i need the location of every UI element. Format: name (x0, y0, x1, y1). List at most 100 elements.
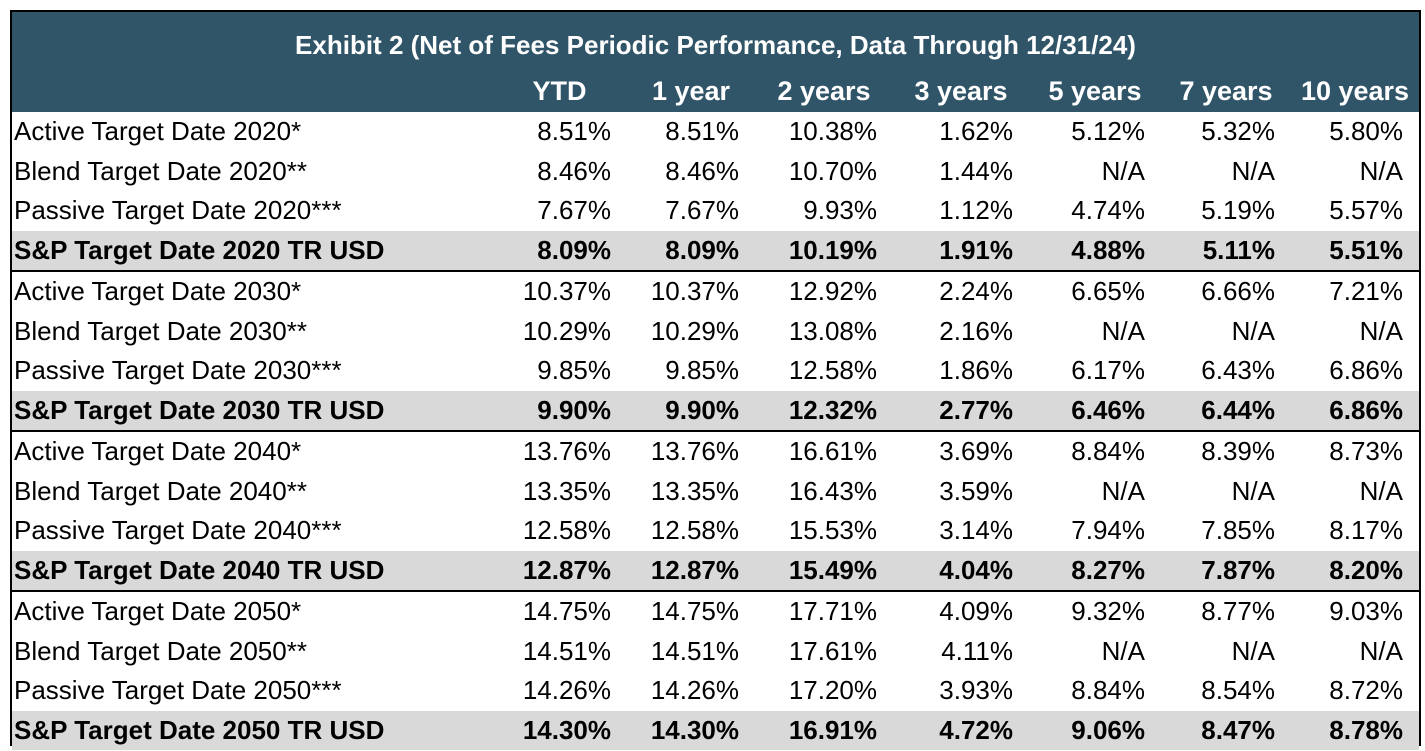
fund-label: Blend Target Date 2050** (14, 635, 307, 666)
return-cell: 7.21% (1329, 276, 1403, 307)
return-cell: 6.65% (1071, 276, 1145, 307)
return-cell: 2.16% (939, 315, 1013, 346)
return-cell: 8.09% (492, 230, 627, 272)
table-row: S&P Target Date 2040 TR USD 12.87% 12.87% 1… (12, 550, 1419, 592)
table-row: S&P Target Date 2030 TR USD 9.90% 9.90% 12.… (12, 390, 1419, 432)
benchmark-label: S&P Target Date 2050 TR USD (12, 710, 492, 750)
col-header-7-years: 7 years (1179, 76, 1273, 106)
return-cell: N/A (1359, 475, 1403, 506)
return-cell: 6.43% (1201, 355, 1275, 386)
table-row: Passive Target Date 2030*** 9.85% 9.85% 12.… (12, 351, 1419, 391)
return-cell: 12.58% (650, 515, 739, 546)
return-cell: 3.93% (939, 675, 1013, 706)
return-cell: 12.87% (627, 550, 755, 592)
return-cell: 13.08% (788, 315, 877, 346)
col-header-ytd: YTD (532, 76, 587, 106)
return-cell: 4.88% (1029, 230, 1161, 272)
table-row: Active Target Date 2040* 13.76% 13.76% 16.6… (12, 431, 1419, 472)
fund-label: Blend Target Date 2040** (14, 475, 307, 506)
return-cell: 8.46% (537, 155, 611, 186)
col-header-2-years: 2 years (777, 76, 871, 106)
return-cell: 4.74% (1071, 195, 1145, 226)
return-cell: 8.84% (1071, 675, 1145, 706)
return-cell: 10.29% (522, 315, 611, 346)
return-cell: N/A (1359, 635, 1403, 666)
return-cell: 5.12% (1071, 116, 1145, 147)
return-cell: 8.20% (1291, 550, 1419, 592)
return-cell: 9.90% (492, 390, 627, 432)
return-cell: 9.93% (803, 195, 877, 226)
return-cell: 8.39% (1201, 436, 1275, 467)
benchmark-label: S&P Target Date 2030 TR USD (12, 390, 492, 432)
col-header-5-years: 5 years (1048, 76, 1142, 106)
return-cell: 7.85% (1201, 515, 1275, 546)
table-row: Blend Target Date 2020** 8.46% 8.46% 10.70%… (12, 152, 1419, 192)
return-cell: 17.61% (788, 635, 877, 666)
fund-label: Passive Target Date 2020*** (14, 195, 342, 226)
return-cell: 14.30% (492, 710, 627, 750)
return-cell: 7.67% (537, 195, 611, 226)
col-header-10-years: 10 years (1300, 76, 1410, 106)
return-cell: 12.87% (492, 550, 627, 592)
fund-label: Passive Target Date 2030*** (14, 355, 342, 386)
return-cell: 14.51% (650, 635, 739, 666)
table-row: Blend Target Date 2030** 10.29% 10.29% 13.0… (12, 312, 1419, 352)
fund-label: Active Target Date 2030* (14, 276, 302, 307)
return-cell: 6.44% (1161, 390, 1291, 432)
return-cell: 17.71% (788, 596, 877, 627)
return-cell: 8.78% (1291, 710, 1419, 750)
return-cell: 8.51% (665, 116, 739, 147)
return-cell: 7.94% (1071, 515, 1145, 546)
exhibit-table: Exhibit 2 (Net of Fees Periodic Performa… (10, 10, 1421, 750)
return-cell: 5.19% (1201, 195, 1275, 226)
return-cell: 13.76% (522, 436, 611, 467)
table-row: Active Target Date 2020* 8.51% 8.51% 10.38%… (12, 112, 1419, 152)
return-cell: 12.58% (788, 355, 877, 386)
fund-label: Blend Target Date 2020** (14, 155, 307, 186)
table-row: Blend Target Date 2050** 14.51% 14.51% 17.6… (12, 632, 1419, 672)
return-cell: 8.73% (1329, 436, 1403, 467)
table-row: Blend Target Date 2040** 13.35% 13.35% 16.4… (12, 472, 1419, 512)
return-cell: 7.67% (665, 195, 739, 226)
return-cell: 6.86% (1329, 355, 1403, 386)
return-cell: 1.62% (939, 116, 1013, 147)
row-label-header (12, 74, 492, 112)
return-cell: 5.32% (1201, 116, 1275, 147)
return-cell: 13.76% (650, 436, 739, 467)
return-cell: 1.44% (939, 155, 1013, 186)
return-cell: 14.30% (627, 710, 755, 750)
fund-label: Passive Target Date 2040*** (14, 515, 342, 546)
fund-label: Active Target Date 2040* (14, 436, 302, 467)
return-cell: 10.19% (755, 230, 893, 272)
return-cell: N/A (1101, 315, 1145, 346)
return-cell: N/A (1231, 155, 1275, 186)
return-cell: 13.35% (522, 475, 611, 506)
return-cell: 9.06% (1029, 710, 1161, 750)
return-cell: 9.90% (627, 390, 755, 432)
column-header-row: YTD 1 year 2 years 3 years 5 years 7 yea… (12, 74, 1419, 112)
return-cell: 14.51% (522, 635, 611, 666)
return-cell: 8.46% (665, 155, 739, 186)
return-cell: 10.37% (522, 276, 611, 307)
return-cell: 2.24% (939, 276, 1013, 307)
return-cell: 8.54% (1201, 675, 1275, 706)
return-cell: 9.85% (537, 355, 611, 386)
return-cell: 12.32% (755, 390, 893, 432)
return-cell: 15.53% (788, 515, 877, 546)
return-cell: 8.47% (1161, 710, 1291, 750)
return-cell: 16.43% (788, 475, 877, 506)
table-row: Active Target Date 2030* 10.37% 10.37% 12.9… (12, 271, 1419, 312)
return-cell: 5.57% (1329, 195, 1403, 226)
return-cell: 7.87% (1161, 550, 1291, 592)
table-row: Passive Target Date 2020*** 7.67% 7.67% 9.9… (12, 191, 1419, 231)
return-cell: 5.80% (1329, 116, 1403, 147)
table-header: Exhibit 2 (Net of Fees Periodic Performa… (12, 12, 1419, 112)
return-cell: N/A (1231, 635, 1275, 666)
return-cell: 10.37% (650, 276, 739, 307)
return-cell: 4.04% (893, 550, 1029, 592)
return-cell: 8.27% (1029, 550, 1161, 592)
return-cell: N/A (1101, 475, 1145, 506)
table-row: S&P Target Date 2020 TR USD 8.09% 8.09% 10.… (12, 230, 1419, 272)
return-cell: 8.72% (1329, 675, 1403, 706)
return-cell: 13.35% (650, 475, 739, 506)
